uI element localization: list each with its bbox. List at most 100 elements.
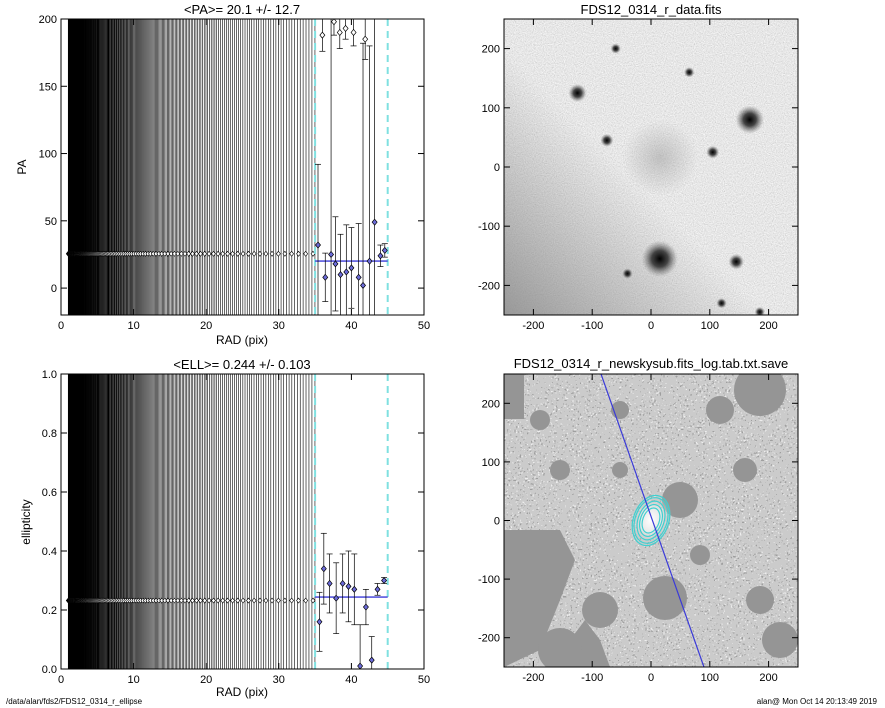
- point-source: [622, 268, 633, 279]
- img1-xtick-label: 0: [648, 320, 654, 332]
- pa-point: [348, 264, 355, 272]
- point-source: [600, 133, 614, 147]
- ell-inner-point: [202, 597, 208, 604]
- ell-inner-point: [296, 597, 301, 604]
- ell-point: [357, 662, 364, 669]
- ell-inner-point: [246, 597, 251, 604]
- pa-xtick-label: 50: [418, 320, 430, 332]
- footer-path: /data/alan/fds2/FDS12_0314_r_ellipse: [6, 697, 143, 706]
- ell-inner-point: [269, 597, 275, 604]
- pa-ytick-label: 150: [39, 81, 57, 93]
- pa-inner-point: [162, 250, 168, 257]
- pa-xtick-label: 0: [58, 320, 64, 332]
- point-source: [641, 240, 678, 277]
- ell-xtick-label: 10: [127, 674, 139, 686]
- ell-inner-point: [257, 597, 263, 604]
- img2-xtick-label: 100: [701, 672, 719, 684]
- isophote-contour: [641, 507, 661, 534]
- ell-point: [368, 656, 375, 664]
- ell-point: [326, 579, 333, 587]
- ell-xtick-label: 40: [345, 674, 357, 686]
- ell-ytick-label: 0.2: [42, 605, 57, 617]
- pa-point: [328, 250, 335, 259]
- img1-xtick-label: -100: [581, 320, 603, 332]
- isophote-contour: [636, 500, 666, 541]
- pa-point: [343, 268, 350, 276]
- ell-inner-point: [275, 597, 281, 604]
- isophote-contour: [631, 494, 671, 547]
- ell-inner-point: [186, 597, 192, 604]
- pa-inner-point: [235, 250, 241, 257]
- pa-point: [332, 260, 339, 268]
- pa-inner-point: [289, 250, 295, 257]
- img2-ytick-label: 200: [482, 398, 500, 410]
- pa-inner-point: [251, 250, 257, 257]
- pa-point: [315, 241, 321, 249]
- model-image-axes: -200 -100 0 100 200 -200 -100 0 100 200: [478, 374, 798, 684]
- ell-inner-point: [230, 597, 235, 604]
- pa-plot-area: [65, 19, 389, 315]
- point-source: [568, 83, 587, 103]
- pa-inner-point: [198, 250, 203, 257]
- img2-ytick-label: 100: [482, 457, 500, 469]
- ell-vertical-lines: [67, 374, 316, 669]
- ell-inner-point: [178, 597, 184, 604]
- ell-point: [320, 565, 327, 573]
- pa-point: [331, 19, 337, 26]
- pa-inner-point: [257, 250, 263, 257]
- pa-inner-point: [190, 250, 195, 257]
- pa-inner-point: [303, 250, 309, 257]
- pa-xlabel: RAD (pix): [216, 333, 268, 347]
- pa-inner-point: [263, 250, 269, 257]
- pa-inner-point: [172, 250, 177, 257]
- img1-ytick-label: 0: [494, 162, 500, 174]
- model-image-panel: FDS12_0314_r_newskysub.fits_log.tab.txt.…: [478, 356, 799, 684]
- pa-point: [336, 28, 343, 37]
- point-source: [684, 67, 695, 78]
- ell-ytick-label: 0.8: [42, 428, 57, 440]
- ell-xlabel: RAD (pix): [216, 685, 268, 699]
- pa-markers: [65, 19, 389, 315]
- ell-inner-point: [220, 597, 226, 604]
- img2-ytick-label: -200: [478, 633, 500, 645]
- ell-inner-point: [282, 597, 288, 604]
- ell-inner-point: [251, 597, 257, 604]
- pa-inner-point: [282, 250, 288, 257]
- pa-point: [377, 252, 384, 260]
- pa-inner-point: [165, 250, 171, 257]
- model-image-title: FDS12_0314_r_newskysub.fits_log.tab.txt.…: [514, 356, 789, 371]
- ell-plot-area: [65, 374, 389, 669]
- ell-point: [339, 579, 346, 587]
- ell-inner-point: [263, 597, 269, 604]
- pa-inner-point: [186, 250, 192, 257]
- img1-ytick-label: -200: [478, 280, 500, 292]
- pa-point: [360, 281, 366, 289]
- pa-ylabel: PA: [15, 159, 29, 174]
- img2-ytick-label: 0: [494, 516, 500, 528]
- ell-point: [374, 585, 381, 593]
- pa-inner-point: [202, 250, 208, 257]
- point-source: [706, 145, 720, 159]
- ell-inner-point: [198, 597, 203, 604]
- img1-ytick-label: 200: [482, 44, 500, 56]
- ell-inner-point: [211, 597, 216, 604]
- pa-xtick-label: 40: [345, 320, 357, 332]
- ell-point: [381, 576, 388, 585]
- model-image-area: [504, 374, 798, 667]
- diffuse-galaxy-halo: [622, 120, 698, 196]
- pa-point: [350, 28, 357, 37]
- ell-inner-point: [175, 597, 181, 604]
- ell-point: [333, 594, 340, 602]
- img2-ytick-label: -100: [478, 574, 500, 586]
- ell-ytick-label: 1.0: [42, 369, 57, 381]
- ell-ytick-label: 0.4: [42, 546, 57, 558]
- isophote-contour: [633, 497, 669, 544]
- ell-title: <ELL>= 0.244 +/- 0.103: [173, 357, 310, 372]
- pa-inner-point: [211, 250, 216, 257]
- ell-xtick-label: 50: [418, 674, 430, 686]
- pa-inner-point: [296, 250, 301, 257]
- ell-inner-point: [190, 597, 195, 604]
- img2-xtick-label: -200: [522, 672, 544, 684]
- ell-inner-point: [194, 597, 199, 604]
